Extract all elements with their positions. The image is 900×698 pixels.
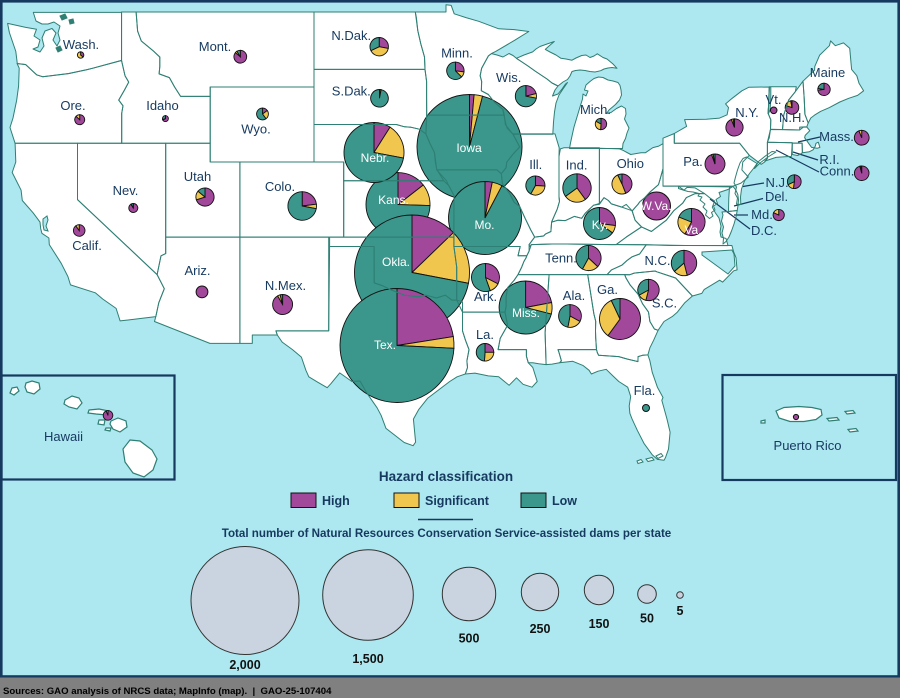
svg-text:Maine: Maine [810, 65, 845, 80]
svg-text:Miss.: Miss. [512, 306, 540, 320]
svg-text:Mich.: Mich. [580, 102, 611, 117]
svg-text:50: 50 [640, 612, 654, 626]
svg-text:Va.: Va. [684, 223, 701, 237]
svg-text:Puerto Rico: Puerto Rico [774, 438, 842, 453]
svg-text:Vt.: Vt. [766, 92, 782, 107]
svg-text:1,500: 1,500 [352, 652, 383, 666]
svg-text:Colo.: Colo. [265, 179, 295, 194]
svg-text:Ind.: Ind. [566, 158, 588, 173]
svg-text:W.Va.: W.Va. [640, 199, 671, 213]
svg-text:Utah: Utah [184, 169, 211, 184]
svg-text:N.Dak.: N.Dak. [331, 28, 371, 43]
svg-text:5: 5 [677, 604, 684, 618]
svg-text:250: 250 [530, 622, 551, 636]
svg-text:Okla.: Okla. [382, 255, 410, 269]
svg-text:Minn.: Minn. [441, 46, 473, 61]
svg-text:Hazard classification: Hazard classification [379, 469, 513, 484]
svg-text:High: High [322, 494, 350, 508]
svg-text:Wash.: Wash. [63, 37, 99, 52]
svg-text:La.: La. [476, 327, 494, 342]
svg-text:Hawaii: Hawaii [44, 429, 83, 444]
svg-text:Fla.: Fla. [634, 383, 656, 398]
svg-text:Tex.: Tex. [374, 338, 396, 352]
svg-text:Ariz.: Ariz. [185, 263, 211, 278]
svg-text:Mont.: Mont. [199, 39, 232, 54]
svg-text:Low: Low [552, 494, 577, 508]
svg-text:Nev.: Nev. [113, 183, 139, 198]
svg-text:Ala.: Ala. [563, 288, 585, 303]
svg-text:Iowa: Iowa [456, 141, 482, 155]
svg-text:Idaho: Idaho [146, 98, 179, 113]
svg-text:Md.: Md. [751, 207, 773, 222]
svg-text:Ill.: Ill. [529, 157, 542, 172]
svg-text:S.C.: S.C. [652, 296, 677, 311]
svg-text:Significant: Significant [425, 494, 490, 508]
svg-text:Total number of Natural Resour: Total number of Natural Resources Conser… [222, 527, 672, 540]
svg-text:N.H.: N.H. [779, 110, 805, 125]
svg-text:Mo.: Mo. [474, 218, 494, 232]
svg-text:Nebr.: Nebr. [361, 151, 390, 165]
svg-text:Del.: Del. [765, 189, 788, 204]
svg-text:Sources: GAO analysis of NRCS: Sources: GAO analysis of NRCS data; MapI… [3, 686, 332, 697]
svg-text:Conn.: Conn. [820, 164, 855, 179]
svg-text:2,000: 2,000 [229, 658, 260, 672]
svg-text:500: 500 [459, 632, 480, 646]
svg-text:N.Y.: N.Y. [735, 105, 759, 120]
svg-text:S.Dak.: S.Dak. [332, 84, 371, 99]
svg-text:Wis.: Wis. [496, 70, 521, 85]
svg-text:Ark.: Ark. [474, 289, 497, 304]
svg-text:Pa.: Pa. [683, 154, 703, 169]
svg-text:Ga.: Ga. [597, 282, 618, 297]
svg-text:R.I.: R.I. [819, 152, 839, 167]
svg-text:Tenn.: Tenn. [545, 251, 577, 266]
svg-text:N.J.: N.J. [765, 175, 788, 190]
svg-text:N.Mex.: N.Mex. [265, 278, 306, 293]
svg-text:N.C.: N.C. [645, 253, 671, 268]
svg-text:Ohio: Ohio [617, 156, 644, 171]
svg-text:Wyo.: Wyo. [241, 122, 271, 137]
svg-text:Calif.: Calif. [72, 238, 102, 253]
svg-text:Mass.: Mass. [819, 129, 854, 144]
svg-text:Ky.: Ky. [592, 218, 608, 232]
svg-text:Ore.: Ore. [60, 98, 85, 113]
svg-text:150: 150 [589, 617, 610, 631]
svg-text:Kans.: Kans. [378, 193, 409, 207]
svg-text:D.C.: D.C. [751, 223, 777, 238]
